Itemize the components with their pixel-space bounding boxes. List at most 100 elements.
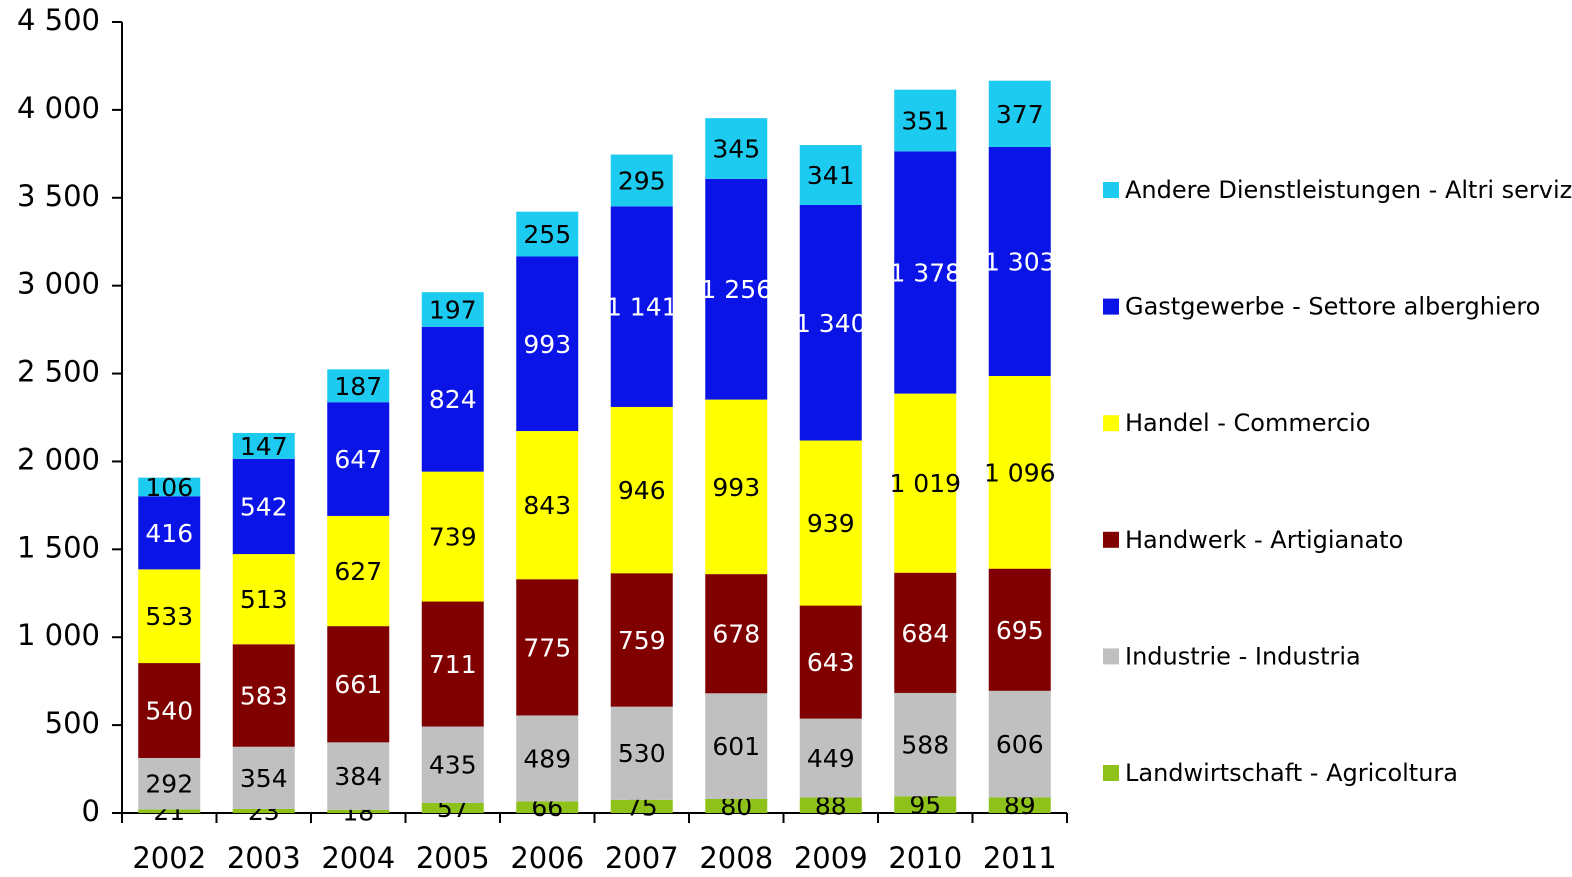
data-label: 678: [712, 620, 760, 649]
bar-segment: [516, 431, 579, 580]
data-label: 1 096: [984, 458, 1056, 487]
bar-segment: [988, 80, 1051, 147]
data-label: 416: [145, 519, 193, 548]
y-tick-label: 1 000: [17, 618, 100, 652]
bar-segment: [894, 89, 957, 152]
x-tick-label: 2011: [983, 841, 1057, 875]
data-label: 295: [618, 166, 666, 195]
bar-segment: [232, 458, 295, 555]
bar-segment: [894, 393, 957, 573]
bar-segment: [610, 706, 673, 800]
bar-segment: [232, 644, 295, 747]
bar-segment: [327, 626, 390, 743]
bar-segment: [421, 292, 484, 327]
data-label: 583: [240, 681, 288, 710]
data-label: 354: [240, 764, 288, 793]
data-label: 533: [145, 602, 193, 631]
data-label: 824: [429, 385, 477, 414]
x-tick-label: 2010: [888, 841, 962, 875]
data-label: 647: [334, 445, 382, 474]
data-label: 1 019: [889, 469, 961, 498]
data-label: 606: [996, 730, 1044, 759]
data-label: 939: [807, 509, 855, 538]
x-tick-label: 2004: [321, 841, 395, 875]
legend-swatch: [1103, 765, 1119, 781]
bar-segment: [894, 572, 957, 693]
bar-segment: [516, 801, 579, 813]
data-label: 661: [334, 670, 382, 699]
data-label: 843: [523, 491, 571, 520]
data-label: 739: [429, 523, 477, 552]
bar-segment: [516, 256, 579, 432]
data-label: 147: [240, 432, 288, 461]
bar-segment: [138, 809, 201, 813]
bar-segment: [799, 605, 862, 719]
bar-segment: [799, 718, 862, 798]
bar-segment: [232, 432, 295, 459]
y-tick-label: 3 500: [17, 179, 100, 213]
legend-label: Handwerk - Artigianato: [1125, 526, 1403, 554]
y-tick-label: 2 000: [17, 442, 100, 476]
x-tick-label: 2003: [227, 841, 301, 875]
bar-segment: [799, 145, 862, 205]
bar-segment: [421, 326, 484, 472]
bar-segment: [705, 178, 768, 400]
bar-segment: [988, 690, 1051, 798]
legend-label: Industrie - Industria: [1125, 642, 1361, 670]
data-label: 1 340: [795, 309, 867, 338]
x-tick-label: 2008: [699, 841, 773, 875]
bar-segment: [799, 797, 862, 813]
bar-segment: [138, 663, 201, 758]
data-label: 341: [807, 161, 855, 190]
data-label: 627: [334, 557, 382, 586]
bar-segment: [138, 477, 201, 497]
bar-segment: [516, 211, 579, 257]
data-label: 695: [996, 616, 1044, 645]
bar-segment: [988, 797, 1051, 813]
bar-segment: [516, 579, 579, 716]
bar-segment: [988, 376, 1051, 569]
data-label: 711: [429, 650, 477, 679]
bar-segment: [421, 726, 484, 803]
legend-swatch: [1103, 182, 1119, 198]
data-label: 542: [240, 492, 288, 521]
bar-segment: [988, 146, 1051, 377]
bar-segment: [610, 154, 673, 207]
data-label: 1 141: [606, 293, 678, 322]
data-label: 775: [523, 633, 571, 662]
data-label: 540: [145, 697, 193, 726]
bar-segment: [610, 799, 673, 813]
bar-segment: [705, 798, 768, 813]
legend-label: Landwirtschaft - Agricoltura: [1125, 759, 1458, 787]
bar-segment: [327, 402, 390, 516]
bar-segment: [894, 692, 957, 797]
data-label: 530: [618, 739, 666, 768]
y-tick-label: 1 500: [17, 530, 100, 564]
data-label: 1 256: [700, 275, 772, 304]
y-tick-label: 2 500: [17, 355, 100, 389]
bar-segment: [327, 369, 390, 403]
data-label: 993: [523, 330, 571, 359]
data-label: 292: [145, 770, 193, 799]
bar-segment: [421, 601, 484, 727]
legend-label: Andere Dienstleistungen - Altri servizi: [1125, 176, 1572, 204]
bar-segment: [327, 742, 390, 810]
data-label: 435: [429, 751, 477, 780]
data-label: 1 378: [889, 258, 961, 287]
x-tick-label: 2002: [132, 841, 206, 875]
bar-segment: [610, 573, 673, 707]
bar-segment: [327, 515, 390, 627]
data-label: 1 303: [984, 247, 1056, 276]
data-label: 187: [334, 372, 382, 401]
data-label: 684: [901, 619, 949, 648]
bar-segment: [799, 204, 862, 441]
bar-segment: [516, 715, 579, 802]
data-label: 513: [240, 585, 288, 614]
x-tick-label: 2007: [605, 841, 679, 875]
data-label: 384: [334, 762, 382, 791]
legend-swatch: [1103, 531, 1119, 548]
bar-segment: [138, 757, 201, 810]
bar-segment: [327, 809, 390, 813]
data-label: 351: [901, 107, 949, 136]
x-tick-label: 2005: [416, 841, 490, 875]
